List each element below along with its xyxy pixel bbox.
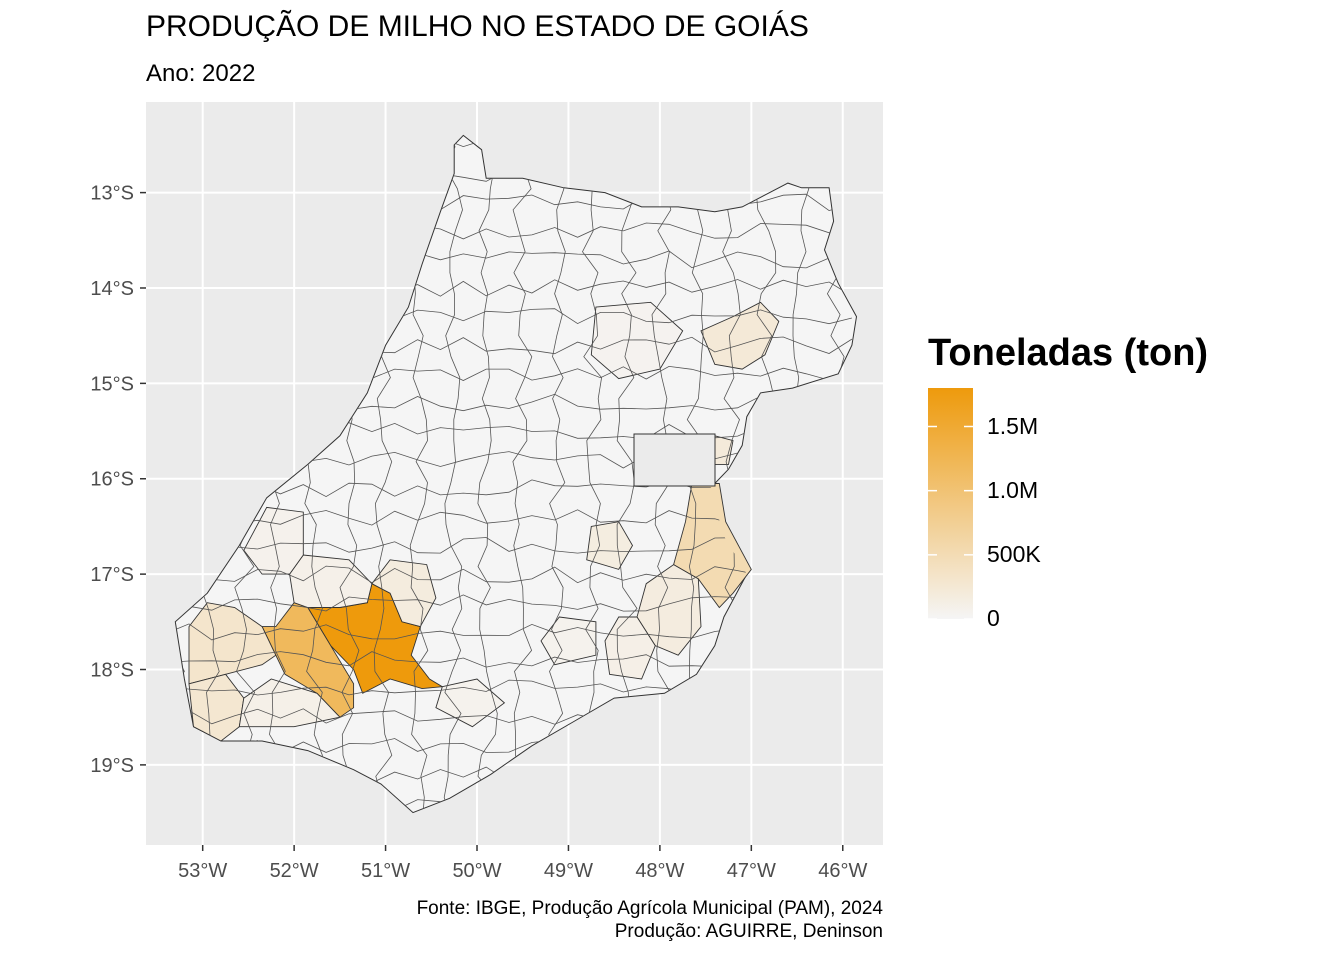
- y-tick-label: 19°S: [90, 755, 134, 777]
- municipality-montividiu: [371, 559, 437, 628]
- municipality-posse-region: [700, 301, 780, 370]
- y-tick-label: 18°S: [90, 660, 134, 682]
- map-title: PRODUÇÃO DE MILHO NO ESTADO DE GOIÁS: [146, 10, 809, 43]
- x-tick-label: 49°W: [544, 860, 593, 882]
- x-tick-label: 53°W: [178, 860, 227, 882]
- legend-title: Toneladas (ton): [928, 332, 1209, 374]
- municipality-cristalina: [673, 483, 752, 609]
- legend-colorbar: [928, 388, 973, 619]
- legend-break-label: 1.5M: [987, 412, 1039, 439]
- legend-break-label: 0: [987, 605, 1000, 631]
- caption-author: Produção: AGUIRRE, Deninson: [614, 921, 883, 942]
- x-tick-label: 50°W: [452, 860, 501, 882]
- municipal-border: [443, 135, 463, 813]
- municipal-border: [512, 135, 533, 813]
- municipal-border: [546, 135, 566, 813]
- municipal-border: [175, 565, 852, 584]
- caption: Fonte: IBGE, Produção Agrícola Municipal…: [417, 897, 883, 943]
- map-subtitle: Ano: 2022: [146, 60, 256, 87]
- x-tick-label: 51°W: [361, 860, 410, 882]
- municipal-border: [582, 135, 603, 813]
- x-tick-label: 48°W: [635, 860, 684, 882]
- y-tick-label: 13°S: [90, 183, 134, 205]
- y-tick-label: 16°S: [90, 469, 134, 491]
- municipal-border: [477, 135, 499, 813]
- legend-break-label: 1.0M: [987, 476, 1039, 503]
- distrito-federal-area: [633, 433, 716, 487]
- y-axis: 13°S 14°S 15°S 16°S 17°S 18°S 19°S: [90, 183, 146, 777]
- x-tick-label: 52°W: [270, 860, 319, 882]
- x-tick-label: 47°W: [727, 860, 776, 882]
- caption-source: Fonte: IBGE, Produção Agrícola Municipal…: [416, 898, 883, 919]
- municipality-catalao: [636, 564, 702, 656]
- x-tick-label: 46°W: [818, 860, 867, 882]
- x-axis: 53°W 52°W 51°W 50°W 49°W 48°W 47°W 46°W: [178, 845, 867, 882]
- municipality-parauna: [289, 554, 373, 608]
- y-tick-label: 15°S: [90, 373, 134, 395]
- y-tick-label: 17°S: [90, 564, 134, 586]
- legend-break-label: 500K: [987, 540, 1041, 567]
- y-tick-label: 14°S: [90, 278, 134, 300]
- municipality-silvania: [586, 521, 634, 570]
- municipality-caiaponia: [243, 506, 304, 575]
- municipality-niquelandia-region: [590, 301, 684, 380]
- legend-ticks: [928, 425, 973, 620]
